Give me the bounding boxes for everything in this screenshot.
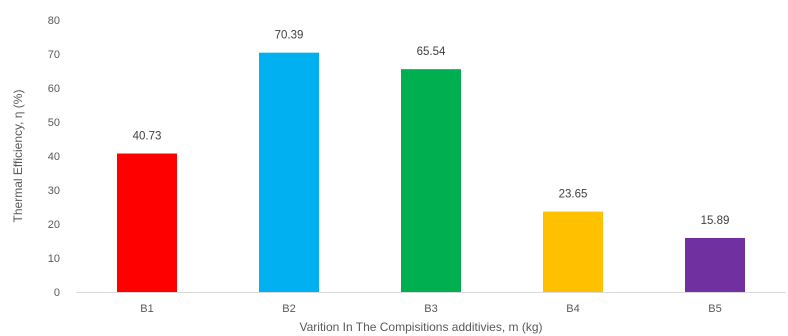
x-tick-label-b2: B2 <box>282 303 295 315</box>
data-label-b5: 15.89 <box>701 215 730 227</box>
data-label-b2: 70.39 <box>275 30 304 42</box>
y-tick-label: 0 <box>54 287 60 299</box>
data-label-b1: 40.73 <box>133 131 162 143</box>
y-axis-ticks: 0 10 20 30 40 50 60 70 80 <box>48 15 60 299</box>
y-tick-label: 60 <box>48 83 60 95</box>
y-tick-label: 50 <box>48 117 60 129</box>
bar-b2 <box>259 52 319 293</box>
y-axis-title: Thermal Efficiency, η (%) <box>11 90 25 223</box>
y-tick-label: 30 <box>48 185 60 197</box>
y-tick-label: 20 <box>48 219 60 231</box>
bar-b4 <box>543 211 603 292</box>
y-tick-label: 40 <box>48 151 60 163</box>
bar-b5 <box>685 237 745 292</box>
y-tick-label: 70 <box>48 49 60 61</box>
x-tick-label-b1: B1 <box>140 303 153 315</box>
bar-b1 <box>117 153 177 292</box>
x-tick-label-b4: B4 <box>566 303 579 315</box>
x-axis-ticks: B1 B2 B3 B4 B5 <box>140 303 721 315</box>
x-axis-title: Varition In The Compisitions additivies,… <box>300 320 543 334</box>
y-tick-label: 80 <box>48 15 60 27</box>
y-tick-label: 10 <box>48 253 60 265</box>
x-tick-label-b3: B3 <box>424 303 437 315</box>
data-label-b4: 23.65 <box>559 189 588 201</box>
x-tick-label-b5: B5 <box>708 303 721 315</box>
data-label-b3: 65.54 <box>417 46 446 58</box>
bar-b3 <box>401 69 461 292</box>
bars <box>117 52 745 293</box>
data-labels: 40.73 70.39 65.54 23.65 15.89 <box>133 30 730 227</box>
